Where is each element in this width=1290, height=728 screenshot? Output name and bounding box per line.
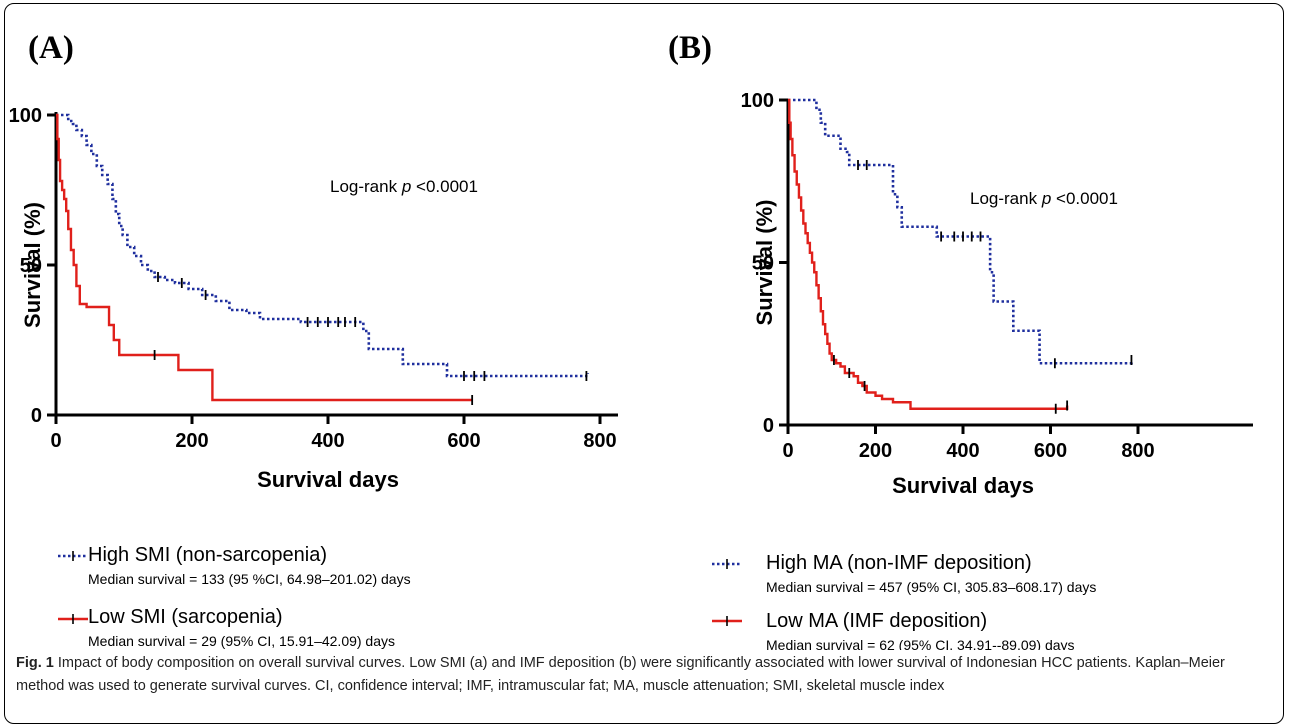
figure-caption: Fig. 1 Impact of body composition on ove… xyxy=(16,652,1266,698)
annotation-value: <0.0001 xyxy=(411,177,478,196)
annotation-prefix: Log-rank xyxy=(970,189,1042,208)
survival-curve-high xyxy=(56,113,590,378)
panel-letter: (B) xyxy=(668,30,712,66)
y-tick-label: 50 xyxy=(752,253,774,275)
panel-letter: (A) xyxy=(28,30,74,66)
y-tick-label: 100 xyxy=(9,105,42,127)
figure-canvas: (A) 0 200 400 600 800 0 50 100 Survival days Survi… xyxy=(9,30,1253,650)
survival-curve-high xyxy=(788,98,1133,365)
annotation-p: p xyxy=(401,177,411,196)
legend-median-text: Median survival = 133 (95 %CI, 64.98–201… xyxy=(88,571,411,587)
chart-panel-b: (B) 0 200 400 600 800 0 50 100 Survival days Survi… xyxy=(668,30,1253,650)
annotation-prefix: Log-rank xyxy=(330,177,402,196)
y-tick-label: 0 xyxy=(31,405,42,427)
y-tick-label: 100 xyxy=(741,90,774,112)
log-rank-annotation: Log-rank p <0.0001 xyxy=(330,177,478,196)
caption-label: Fig. 1 xyxy=(16,655,54,671)
legend-label: Low SMI (sarcopenia) xyxy=(88,606,283,628)
y-tick-label: 0 xyxy=(763,415,774,437)
x-tick-label: 400 xyxy=(946,440,979,462)
x-tick-label: 400 xyxy=(311,430,344,452)
y-axis-label: Survival (%) xyxy=(752,200,777,326)
x-tick-label: 0 xyxy=(782,440,793,462)
caption-text: Impact of body composition on overall su… xyxy=(16,655,1225,694)
figure-frame xyxy=(4,3,1284,724)
x-axis-label: Survival days xyxy=(257,467,399,492)
x-tick-label: 0 xyxy=(50,430,61,452)
annotation-p: p xyxy=(1041,189,1051,208)
x-tick-label: 600 xyxy=(447,430,480,452)
x-tick-label: 800 xyxy=(1121,440,1154,462)
survival-curve-low xyxy=(56,113,473,402)
legend-label: High MA (non-IMF deposition) xyxy=(766,552,1032,574)
legend-label: Low MA (IMF deposition) xyxy=(766,610,987,632)
log-rank-annotation: Log-rank p <0.0001 xyxy=(970,189,1118,208)
legend-median-text: Median survival = 457 (95% CI, 305.83–60… xyxy=(766,579,1096,595)
y-axis-label: Survival (%) xyxy=(20,202,45,328)
x-tick-label: 800 xyxy=(583,430,616,452)
x-tick-label: 600 xyxy=(1034,440,1067,462)
legend-label: High SMI (non-sarcopenia) xyxy=(88,544,327,566)
chart-panel-a: (A) 0 200 400 600 800 0 50 100 Survival days Survi… xyxy=(9,30,618,649)
x-axis-label: Survival days xyxy=(892,473,1034,498)
survival-curve-low xyxy=(788,98,1069,410)
x-tick-label: 200 xyxy=(859,440,892,462)
annotation-value: <0.0001 xyxy=(1051,189,1118,208)
y-tick-label: 50 xyxy=(20,255,42,277)
x-tick-label: 200 xyxy=(175,430,208,452)
legend-median-text: Median survival = 29 (95% CI, 15.91–42.0… xyxy=(88,633,395,649)
legend-median-text: Median survival = 62 (95% CI, 34.91--89.… xyxy=(766,637,1075,650)
